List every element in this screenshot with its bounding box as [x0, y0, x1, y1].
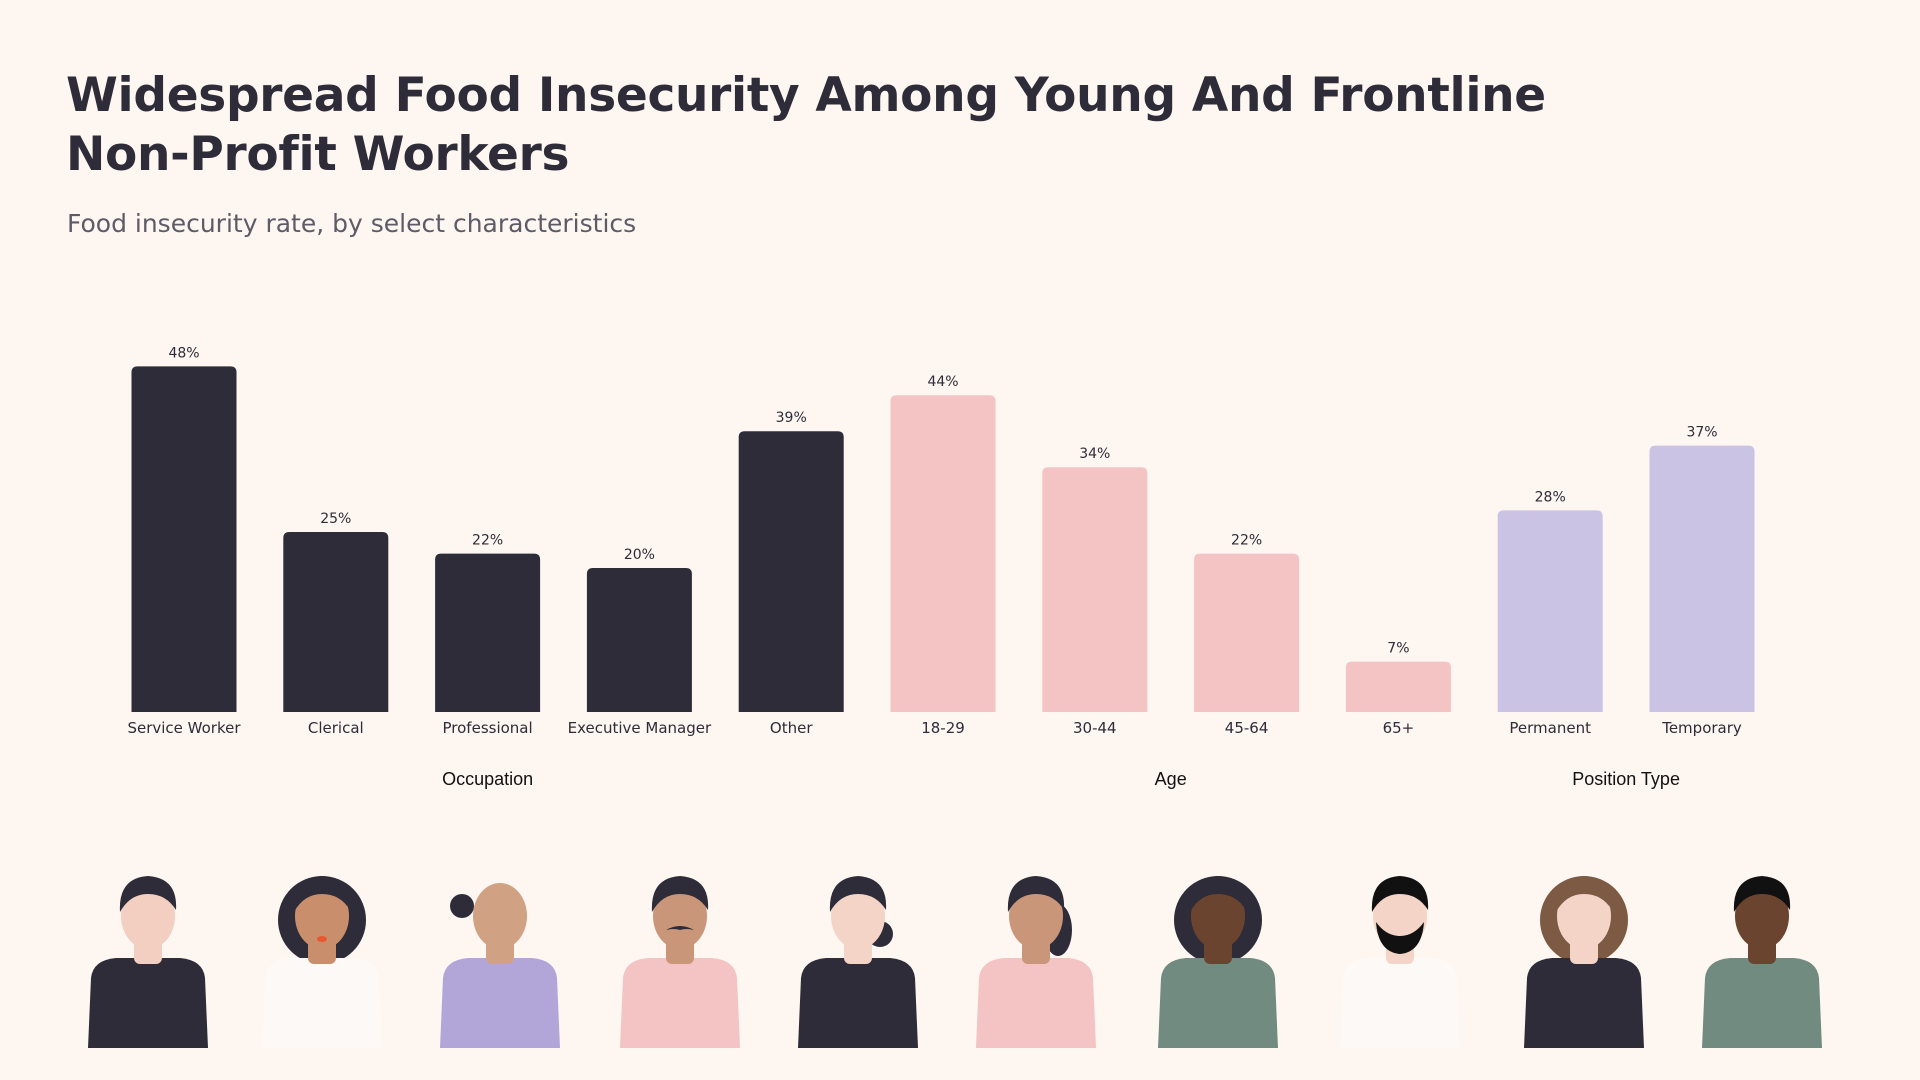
man-short-curly-green-shirt-icon [1702, 876, 1822, 1048]
value-label-other: 39% [776, 410, 807, 426]
man-mustache-pink-shirt-icon [620, 876, 740, 1048]
bar-temporary [1649, 445, 1755, 712]
category-label-clerical: Clerical [308, 719, 364, 737]
category-label-service-worker: Service Worker [127, 719, 241, 737]
value-label-professional: 22% [472, 533, 503, 549]
group-label-age: Age [1155, 769, 1187, 789]
value-label-30-44: 34% [1079, 446, 1110, 462]
category-label-18-29: 18-29 [921, 719, 965, 737]
category-label-other: Other [770, 719, 813, 737]
bar-clerical [283, 532, 389, 712]
category-label-65: 65+ [1383, 719, 1415, 737]
bar-65 [1345, 661, 1451, 712]
man-afro-green-shirt-icon [1158, 876, 1278, 1048]
value-label-65: 7% [1387, 641, 1409, 657]
group-label-position-type: Position Type [1572, 769, 1680, 789]
bar-chart: 48% Service Worker 25% Clerical 22% Professio… [127, 345, 1755, 789]
value-label-temporary: 37% [1686, 425, 1717, 441]
category-label-professional: Professional [443, 719, 533, 737]
bar-executive-manager [586, 568, 692, 712]
chart-title: Widespread Food Insecurity Among Young A… [66, 68, 1546, 182]
value-label-18-29: 44% [927, 374, 958, 390]
bar-45-64 [1194, 553, 1300, 712]
man-beard-white-shirt-icon [1340, 876, 1460, 1048]
category-label-executive-manager: Executive Manager [568, 719, 712, 737]
bar-30-44 [1042, 467, 1148, 712]
category-label-30-44: 30-44 [1073, 719, 1117, 737]
chart-subtitle: Food insecurity rate, by select characte… [67, 209, 637, 238]
value-label-permanent: 28% [1535, 489, 1566, 505]
bar-18-29 [890, 395, 996, 712]
value-label-clerical: 25% [320, 511, 351, 527]
value-label-service-worker: 48% [168, 345, 199, 361]
category-label-temporary: Temporary [1661, 719, 1742, 737]
category-label-45-64: 45-64 [1225, 719, 1269, 737]
man-profile-dark-shirt-icon [88, 876, 208, 1048]
woman-curly-hair-dark-shirt-icon [1524, 876, 1644, 1048]
value-label-executive-manager: 20% [624, 547, 655, 563]
people-illustrations [88, 876, 1822, 1048]
category-label-permanent: Permanent [1509, 719, 1591, 737]
bar-permanent [1497, 510, 1603, 712]
group-label-occupation: Occupation [442, 769, 533, 789]
woman-bun-dark-shirt-icon [798, 876, 918, 1048]
value-label-45-64: 22% [1231, 533, 1262, 549]
bar-service-worker [131, 366, 237, 712]
bar-professional [435, 553, 541, 712]
bar-other [738, 431, 844, 712]
woman-bun-purple-shirt-icon [440, 883, 560, 1048]
woman-curly-hair-white-shirt-icon [262, 876, 382, 1048]
woman-ponytail-pink-shirt-icon [976, 876, 1096, 1048]
